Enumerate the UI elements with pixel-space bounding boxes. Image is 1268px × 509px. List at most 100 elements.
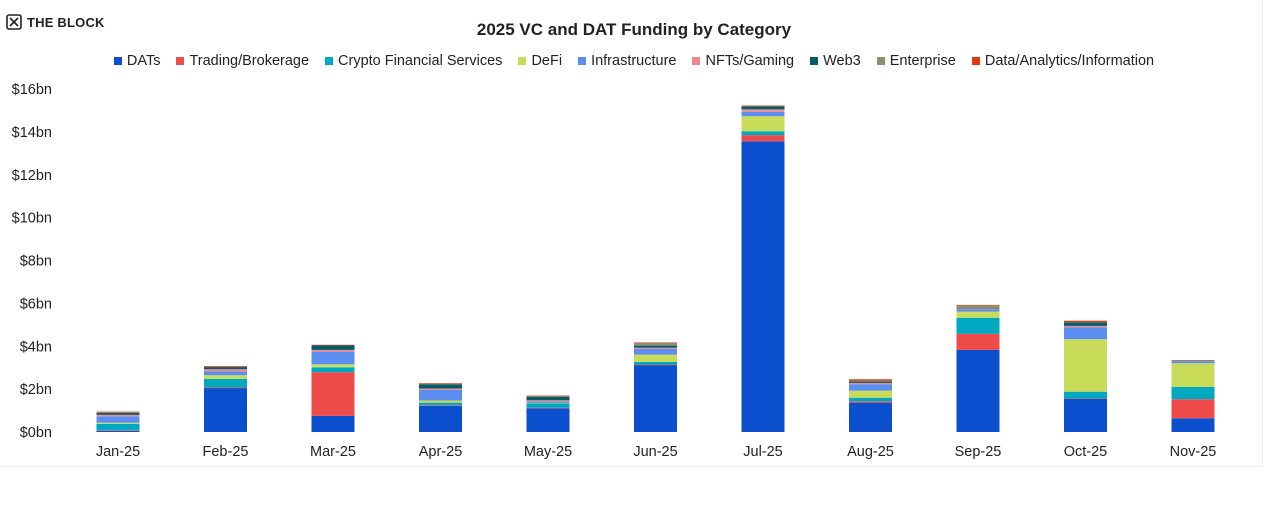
legend-swatch <box>176 57 185 65</box>
legend-swatch <box>325 57 334 65</box>
bar-segment <box>204 365 247 367</box>
bar-segment <box>526 396 570 401</box>
bar-segment <box>1171 360 1215 362</box>
bar-segment <box>956 308 1000 309</box>
bar-segment <box>96 412 140 415</box>
bar-segment <box>1064 398 1107 400</box>
legend-swatch <box>810 57 819 65</box>
legend-item: NFTs/Gaming <box>692 53 794 69</box>
chart-title: 2025 VC and DAT Funding by Category <box>476 20 792 39</box>
legend-swatch <box>113 57 122 65</box>
legend-item: Enterprise <box>876 53 956 69</box>
bar-segment <box>526 402 570 404</box>
bar-segment <box>96 412 140 413</box>
legend-swatch <box>692 57 701 65</box>
brand-logo: THE BLOCK <box>6 14 105 30</box>
x-tick-label: Aug-25 <box>847 444 894 460</box>
bar-segment <box>634 342 677 346</box>
legend-label: Infrastructure <box>591 53 677 69</box>
bar-segment <box>526 401 570 403</box>
bar-segment <box>849 379 892 381</box>
bar-segment <box>849 397 892 402</box>
bar-segment <box>1064 322 1107 326</box>
bar-segment <box>419 405 462 432</box>
bar-segment <box>526 403 570 408</box>
x-tick-label: Jul-25 <box>743 444 783 460</box>
y-tick-label: $2bn <box>20 382 52 398</box>
bar-segment <box>96 430 140 431</box>
bar-segment <box>741 131 785 136</box>
bar-segment <box>1171 418 1215 432</box>
bar-segment <box>96 430 140 432</box>
bar-segment <box>1171 360 1215 361</box>
bar-segment <box>849 382 892 385</box>
bar-segment <box>1064 391 1107 399</box>
bar-segment <box>1171 363 1215 387</box>
legend-label: Trading/Brokerage <box>189 53 310 69</box>
bar-segment <box>204 369 247 372</box>
bar-segment <box>741 116 785 132</box>
bar-segment <box>849 381 892 383</box>
bar-segment <box>741 135 785 142</box>
y-tick-label: $4bn <box>20 339 52 355</box>
bar-segment <box>741 109 785 112</box>
bar-segment <box>526 407 570 409</box>
bar-segment <box>634 342 677 343</box>
y-tick-label: $0bn <box>20 425 52 441</box>
bar-segment <box>849 402 892 432</box>
legend-label: DeFi <box>531 53 563 69</box>
legend-item: Data/Analytics/Information <box>971 53 1155 69</box>
bar-segment <box>311 367 355 373</box>
bar-segment <box>311 372 355 416</box>
bar-segment <box>1171 361 1215 362</box>
bar-segment <box>96 411 140 413</box>
bar-segment <box>1171 361 1215 364</box>
bar-segment <box>741 105 785 107</box>
bar-segment <box>634 365 677 432</box>
y-tick-label: $14bn <box>12 125 52 141</box>
bar-segment <box>741 105 785 107</box>
legend-swatch <box>518 57 527 65</box>
bar-segment <box>1171 386 1215 400</box>
bar-segment <box>1171 399 1215 419</box>
legend-swatch <box>971 57 980 65</box>
legend-label: NFTs/Gaming <box>705 53 795 69</box>
y-tick-label: $16bn <box>12 82 52 98</box>
legend: DATs Trading/Brokerage Crypto Financial Se… <box>0 53 1268 69</box>
legend-item: Crypto Financial Services <box>325 53 502 69</box>
bar-segment <box>311 345 355 350</box>
x-tick-label: Jun-25 <box>633 444 677 460</box>
bar-segment <box>311 351 355 365</box>
bar-segment <box>1064 327 1107 340</box>
bar-segment <box>419 388 462 390</box>
bar-segment <box>311 415 355 432</box>
x-tick-label: Apr-25 <box>419 444 463 460</box>
bar-segment <box>956 333 1000 350</box>
legend-item: Infrastructure <box>578 53 676 69</box>
brand-name: THE BLOCK <box>27 14 105 30</box>
y-tick-label: $8bn <box>20 254 52 270</box>
y-tick-label: $12bn <box>12 168 52 184</box>
legend-item: Trading/Brokerage <box>176 53 309 69</box>
bar-segment <box>204 388 247 432</box>
x-tick-label: Nov-25 <box>1170 444 1217 460</box>
legend-label: Enterprise <box>889 53 956 69</box>
y-tick-label: $6bn <box>20 296 52 312</box>
bar-segment <box>849 390 892 398</box>
legend-swatch <box>876 57 885 65</box>
x-tick-label: Mar-25 <box>310 444 356 460</box>
bar-segment <box>311 344 355 346</box>
bar-segment <box>956 308 1000 310</box>
bar-segment <box>849 401 892 403</box>
bar-segment <box>634 345 677 348</box>
bar-segment <box>634 361 677 365</box>
legend-label: Data/Analytics/Information <box>984 53 1155 69</box>
x-tick-label: Jan-25 <box>96 444 140 460</box>
y-tick-label: $10bn <box>12 211 52 227</box>
bar-segment <box>1064 339 1107 392</box>
bar-segment <box>634 347 677 349</box>
bar-segment <box>956 311 1000 318</box>
bar-segment <box>311 364 355 368</box>
bar-segment <box>419 389 462 401</box>
bar-segment <box>419 405 462 406</box>
